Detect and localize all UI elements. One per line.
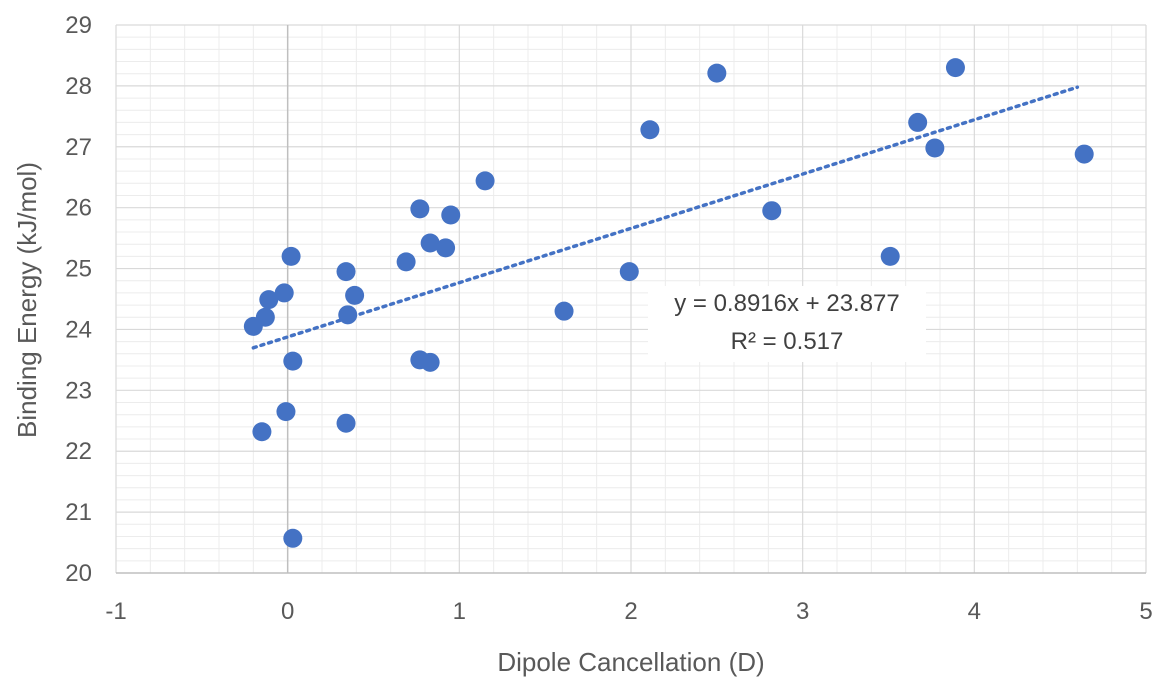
y-tick-label: 21 — [65, 499, 92, 526]
y-tick-label: 24 — [65, 316, 92, 343]
equation-label: y = 0.8916x + 23.877 R² = 0.517 — [648, 286, 926, 362]
x-tick-label: 0 — [281, 598, 294, 625]
data-point — [925, 138, 945, 158]
x-tick-label: 2 — [624, 598, 637, 625]
trendline-layer — [251, 85, 1080, 350]
y-tick-label: 26 — [65, 195, 92, 222]
data-point — [475, 171, 495, 191]
data-point — [945, 58, 965, 78]
data-point — [259, 290, 279, 310]
equation-label-background — [648, 286, 926, 362]
y-axis-title: Binding Energy (kJ/mol) — [12, 162, 42, 438]
data-point — [619, 262, 639, 282]
data-point — [640, 120, 660, 140]
y-tick-label: 27 — [65, 134, 92, 161]
data-point — [1074, 144, 1094, 164]
y-tick-label: 28 — [65, 73, 92, 100]
y-tick-label: 25 — [65, 256, 92, 283]
data-point — [420, 233, 440, 253]
y-tick-label: 20 — [65, 560, 92, 587]
data-point — [252, 422, 272, 442]
x-tick-label: 4 — [968, 598, 981, 625]
data-point — [345, 285, 365, 305]
y-tick-label: 29 — [65, 12, 92, 39]
data-point — [338, 305, 358, 325]
y-tick-labels: 20 21 22 23 24 25 26 27 28 29 — [65, 12, 92, 587]
data-point — [762, 201, 782, 221]
data-point — [908, 112, 928, 132]
x-tick-label: 1 — [453, 598, 466, 625]
data-point — [336, 413, 356, 433]
data-point — [410, 199, 430, 219]
data-point — [274, 283, 294, 303]
data-point — [255, 307, 275, 327]
x-axis-title: Dipole Cancellation (D) — [497, 647, 764, 677]
trendline-equation: y = 0.8916x + 23.877 — [674, 290, 900, 317]
y-tick-label: 23 — [65, 377, 92, 404]
data-point — [441, 205, 461, 225]
x-tick-label: 3 — [796, 598, 809, 625]
data-point — [554, 301, 574, 321]
data-point — [436, 238, 456, 258]
y-tick-label: 22 — [65, 438, 92, 465]
x-tick-label: -1 — [105, 598, 126, 625]
data-point — [336, 262, 356, 282]
data-point — [276, 402, 296, 422]
data-point — [880, 246, 900, 266]
data-point — [283, 351, 303, 371]
data-point — [707, 63, 727, 83]
trendline — [251, 85, 1080, 350]
data-point — [281, 246, 301, 266]
data-point — [283, 528, 303, 548]
data-points — [243, 58, 1094, 548]
x-tick-labels: -1 0 1 2 3 4 5 — [105, 598, 1152, 625]
r-squared-value: R² = 0.517 — [731, 328, 844, 355]
x-tick-label: 5 — [1139, 598, 1152, 625]
data-point — [396, 252, 416, 272]
data-point — [420, 352, 440, 372]
